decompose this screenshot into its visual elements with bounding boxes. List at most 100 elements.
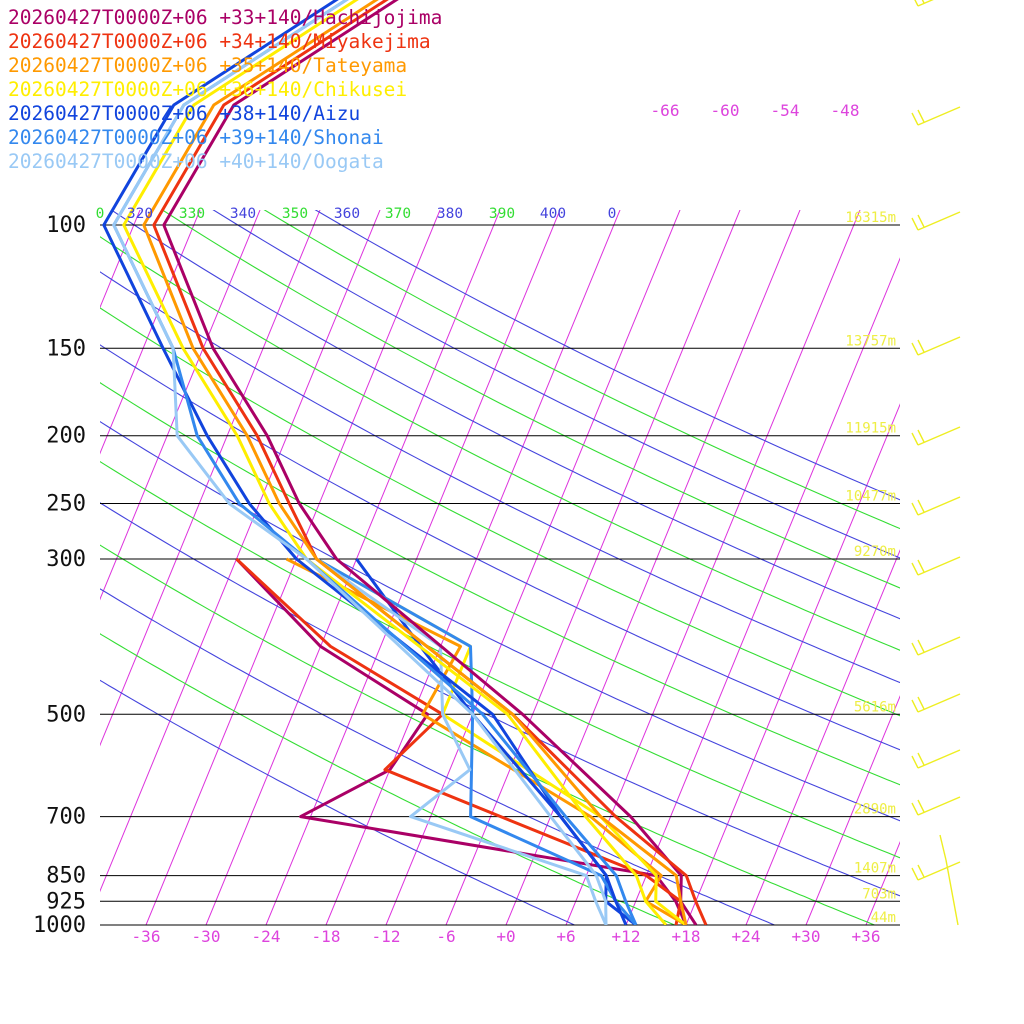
temperature-tick-label: +30 <box>792 927 821 946</box>
wind-barb <box>911 496 961 516</box>
wind-barb-flag <box>917 864 925 878</box>
temperature-tick-label: +0 <box>496 927 515 946</box>
wind-barb-flag <box>911 802 919 816</box>
theta-label: 320 <box>127 206 153 222</box>
isotherm-line <box>100 210 141 309</box>
theta-line <box>263 210 900 530</box>
wind-barb-flag <box>911 502 919 516</box>
isotherm-line <box>100 210 381 893</box>
temperature-tick-label: -36 <box>132 927 161 946</box>
legend-entry: 20260427T0000Z+06 +34+140/Miyakejima <box>8 30 431 53</box>
upper-temperature-label: -54 <box>771 101 800 120</box>
upper-temperature-label: -66 <box>651 101 680 120</box>
chart-legend: 20260427T0000Z+06 +33+140/Hachijojima 202… <box>8 6 442 174</box>
isotherm-line <box>0 70 18 925</box>
isotherm-line <box>445 210 741 925</box>
sounding-profiles <box>102 0 708 925</box>
wind-barb-staff <box>917 426 961 446</box>
isotherm-line <box>685 403 900 925</box>
isotherm-line <box>505 210 801 925</box>
isotherm-line <box>625 257 900 925</box>
wind-barb-staff <box>945 859 959 926</box>
pressure-label: 850 <box>46 864 86 889</box>
legend-entry: 20260427T0000Z+06 +40+140/Oogata <box>8 150 384 173</box>
theta-line <box>161 210 900 589</box>
pressure-label: 700 <box>46 805 86 830</box>
wind-barb-staff <box>917 0 934 7</box>
legend-entry: 20260427T0000Z+06 +35+140/Tateyama <box>8 54 408 77</box>
pressure-label: 250 <box>46 492 86 517</box>
pressure-label: 1000 <box>33 913 86 938</box>
wind-barb-staff <box>917 106 961 126</box>
height-label: 10477m <box>845 489 896 505</box>
theta-label: 0 <box>96 206 105 222</box>
height-label: 44m <box>871 910 896 926</box>
legend-entry: 20260427T0000Z+06 +38+140/Aizu <box>8 102 361 125</box>
temperature-tick-label: +6 <box>556 927 575 946</box>
wind-barb-staff <box>917 861 961 881</box>
wind-barb-flag <box>911 642 919 656</box>
theta-line <box>314 210 900 501</box>
wind-barb-flag <box>914 0 919 7</box>
temperature-profile <box>152 0 708 925</box>
temperature-tick-label: +24 <box>732 927 761 946</box>
temperature-profile <box>112 0 608 925</box>
isotherm-line <box>325 210 621 925</box>
height-label: 11915m <box>845 421 896 437</box>
isotherm-line <box>205 210 501 925</box>
theta-line <box>100 271 900 684</box>
wind-barb <box>911 106 961 126</box>
height-label: 5616m <box>854 699 896 715</box>
wind-barb <box>911 336 961 356</box>
pressure-label: 925 <box>46 889 86 914</box>
temperature-profile <box>142 0 688 925</box>
wind-barb-flag <box>911 217 919 231</box>
theta-line <box>100 633 675 925</box>
temperature-grid <box>0 70 900 925</box>
theta-label: 0 <box>608 206 617 222</box>
wind-barb-flag <box>911 562 919 576</box>
legend-entry: 20260427T0000Z+06 +39+140/Shonai <box>8 126 384 149</box>
wind-barb-flag <box>911 432 919 446</box>
height-label: 9270m <box>854 544 896 560</box>
theta-grid <box>100 210 900 925</box>
wind-barb-flag <box>917 429 925 443</box>
temperature-tick-label: -6 <box>436 927 455 946</box>
wind-barb-flag <box>917 339 925 353</box>
wind-barb <box>914 0 934 7</box>
wind-barb-flag <box>917 752 925 766</box>
theta-line <box>100 344 900 751</box>
legend-entry: 20260427T0000Z+06 +33+140/Hachijojima <box>8 6 443 29</box>
pressure-label: 200 <box>46 424 86 449</box>
wind-barb-flag <box>911 699 919 713</box>
theta-line <box>100 420 900 822</box>
temperature-tick-label: -24 <box>252 927 281 946</box>
theta-line <box>100 502 900 897</box>
theta-label: 350 <box>282 206 308 222</box>
pressure-label: 500 <box>46 702 86 727</box>
wind-barb-flag <box>911 342 919 356</box>
theta-label: 390 <box>489 206 515 222</box>
pressure-label: 300 <box>46 547 86 572</box>
theta-line <box>100 307 900 717</box>
wind-barb-staff <box>917 556 961 576</box>
wind-barb-flag <box>917 639 925 653</box>
temperature-tick-label: -30 <box>192 927 221 946</box>
temperature-profile <box>122 0 668 925</box>
height-label: 16315m <box>845 210 896 226</box>
isotherm-line <box>100 210 201 455</box>
dewpoint-profile <box>355 558 637 925</box>
height-label: 13757m <box>845 333 896 349</box>
height-label: 703m <box>862 886 896 902</box>
wind-barb <box>911 796 961 816</box>
wind-barb <box>911 693 961 713</box>
wind-barb-staff <box>917 636 961 656</box>
isotherm-line <box>145 210 441 925</box>
wind-barb-staff <box>917 496 961 516</box>
theta-label: 400 <box>540 206 566 222</box>
wind-barb-staff <box>939 834 947 861</box>
upper-temperature-label: -48 <box>831 101 860 120</box>
wind-barb-flag <box>911 867 919 881</box>
